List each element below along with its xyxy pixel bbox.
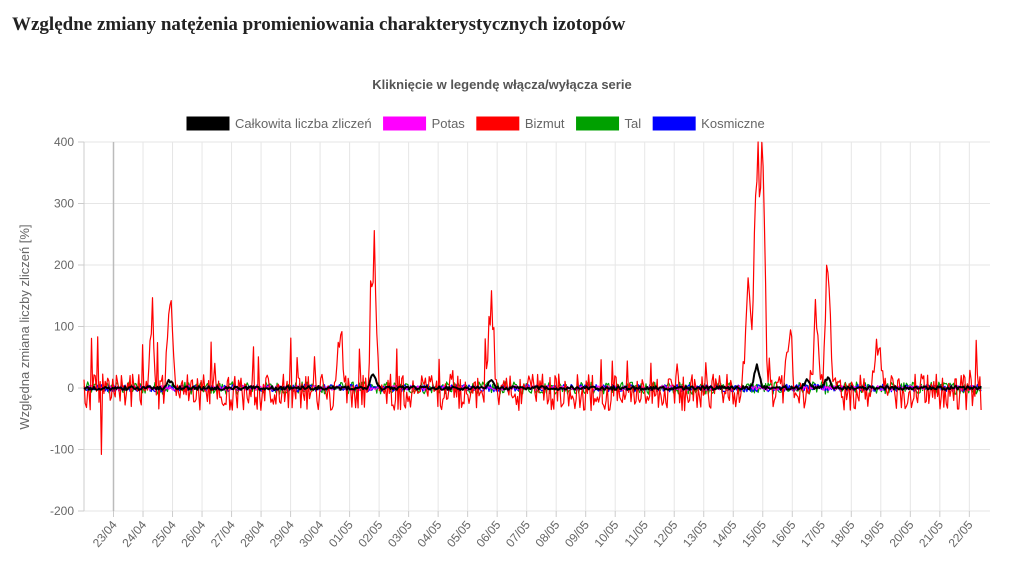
x-tick-label: 08/05	[532, 518, 562, 550]
x-tick-label: 04/05	[414, 518, 444, 550]
x-tick-label: 02/05	[355, 518, 385, 550]
y-tick-label: 0	[67, 381, 74, 395]
legend-item[interactable]: Całkowita liczba zliczeń	[186, 116, 372, 131]
x-tick-label: 19/05	[857, 518, 887, 550]
legend-swatch	[186, 116, 230, 131]
legend-label: Potas	[432, 116, 466, 131]
legend-item[interactable]: Tal	[576, 116, 642, 131]
x-tick-label: 28/04	[237, 518, 267, 550]
x-tick-label: 14/05	[710, 518, 740, 550]
x-tick-label: 29/04	[267, 518, 297, 550]
x-tick-label: 10/05	[591, 518, 621, 550]
x-tick-label: 25/04	[149, 518, 179, 550]
page-title: Względne zmiany natężenia promieniowania…	[12, 14, 626, 35]
y-tick-label: -100	[50, 443, 74, 457]
legend-label: Kosmiczne	[701, 116, 765, 131]
series-line	[83, 363, 982, 391]
x-tick-label: 30/04	[296, 518, 326, 550]
y-tick-label: 100	[54, 320, 74, 334]
x-tick-label: 12/05	[650, 518, 680, 550]
legend-item[interactable]: Potas	[383, 116, 466, 131]
grid-lines	[83, 141, 990, 512]
x-tick-label: 24/04	[119, 518, 149, 550]
x-tick-label: 18/05	[828, 518, 858, 550]
legend-swatch	[576, 116, 620, 131]
x-tick-label: 21/05	[916, 518, 946, 550]
legend-swatch	[652, 116, 696, 131]
x-tick-label: 27/04	[208, 518, 238, 550]
x-axis-ticks: 23/04 24/04 25/04 26/04 27/04 28/04 29/04 30/04…	[90, 511, 976, 550]
legend-label: Tal	[625, 116, 642, 131]
y-tick-label: 200	[54, 258, 74, 272]
x-tick-label: 06/05	[473, 518, 503, 550]
legend-label: Całkowita liczba zliczeń	[235, 116, 372, 131]
x-tick-label: 13/05	[680, 518, 710, 550]
y-axis-ticks: 400 300 200 100 0 -100 -200	[50, 135, 84, 518]
legend: Całkowita liczba zliczeń Potas Bizmut Tal Ko…	[186, 116, 765, 131]
plot-series	[83, 141, 982, 455]
x-tick-label: 07/05	[503, 518, 533, 550]
y-axis-label: Względna zmiana liczby zliczeń [%]	[17, 224, 32, 429]
x-tick-label: 05/05	[444, 518, 474, 550]
legend-item[interactable]: Bizmut	[476, 116, 565, 131]
y-tick-label: -200	[50, 504, 74, 518]
y-tick-label: 300	[54, 197, 74, 211]
x-tick-label: 26/04	[178, 518, 208, 550]
x-tick-label: 03/05	[385, 518, 415, 550]
legend-swatch	[383, 116, 427, 131]
x-tick-label: 20/05	[887, 518, 917, 550]
x-tick-label: 22/05	[946, 518, 976, 550]
legend-item[interactable]: Kosmiczne	[652, 116, 765, 131]
legend-swatch	[476, 116, 520, 131]
x-tick-label: 17/05	[798, 518, 828, 550]
series-line	[83, 141, 982, 455]
x-tick-label: 01/05	[326, 518, 356, 550]
x-tick-label: 16/05	[769, 518, 799, 550]
x-tick-label: 11/05	[622, 518, 652, 550]
y-tick-label: 400	[54, 135, 74, 149]
x-tick-label: 23/04	[90, 518, 120, 550]
legend-label: Bizmut	[525, 116, 565, 131]
chart-subtitle: Kliknięcie w legendę włącza/wyłącza seri…	[372, 77, 631, 92]
x-tick-label: 09/05	[562, 518, 592, 550]
x-tick-label: 15/05	[739, 518, 769, 550]
